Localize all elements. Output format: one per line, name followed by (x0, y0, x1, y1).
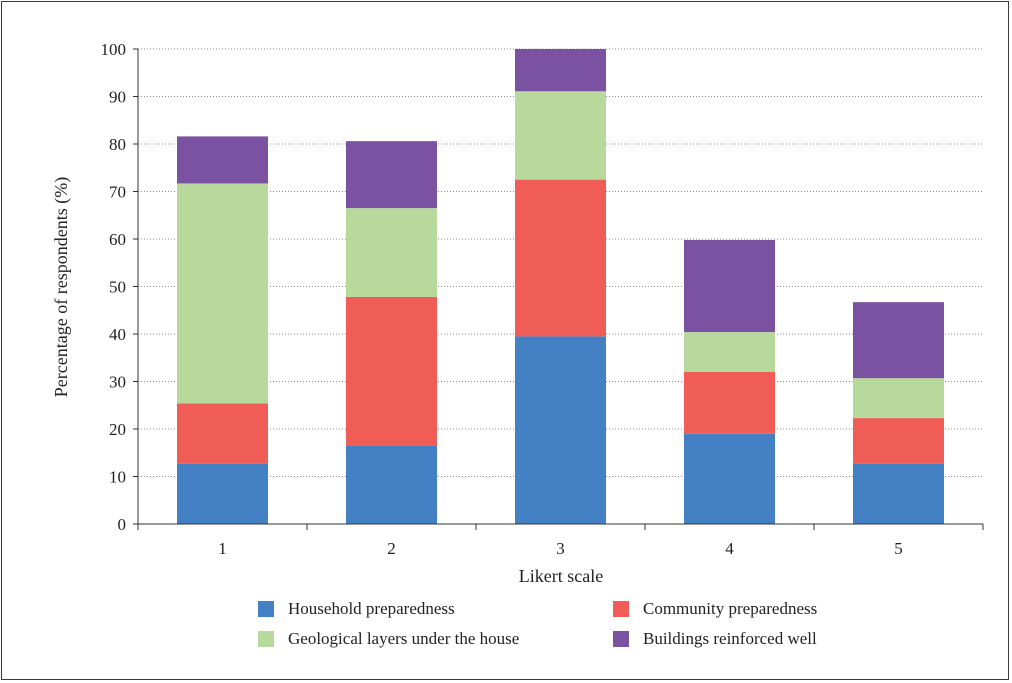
y-tick-label: 100 (101, 40, 127, 59)
x-axis-label: Likert scale (519, 566, 603, 586)
legend-swatch (258, 601, 274, 617)
y-tick-label: 10 (109, 468, 126, 487)
y-tick-label: 40 (109, 325, 126, 344)
y-axis-ticks: 0 10 20 30 40 50 60 70 80 90 100 (101, 40, 138, 534)
bar-segment (346, 141, 437, 209)
bar-segment (346, 208, 437, 297)
legend-swatch (258, 631, 274, 647)
y-tick-label: 70 (109, 183, 126, 202)
legend-label: Geological layers under the house (288, 629, 520, 648)
legend-label: Community preparedness (643, 599, 818, 618)
bar-segment (684, 433, 775, 524)
bar-segment (684, 332, 775, 372)
bar-segment (177, 136, 268, 184)
x-axis-ticks: 1 2 3 4 5 (137, 524, 984, 558)
x-tick-label: 5 (894, 539, 903, 558)
x-tick-label: 2 (387, 539, 396, 558)
y-axis-label: Percentage of respondents (%) (51, 177, 72, 397)
bar-segment (684, 239, 775, 333)
legend-label: Buildings reinforced well (643, 629, 817, 648)
bar-segment (346, 296, 437, 446)
bar-segment (515, 179, 606, 337)
x-tick-label: 3 (556, 539, 565, 558)
bar-segment (177, 463, 268, 524)
bar-segment (853, 463, 944, 524)
y-tick-label: 30 (109, 373, 126, 392)
bar-segment (515, 91, 606, 180)
y-tick-label: 60 (109, 230, 126, 249)
y-tick-label: 90 (109, 88, 126, 107)
bar-segment (177, 183, 268, 404)
y-tick-label: 50 (109, 278, 126, 297)
legend-label: Household preparedness (288, 599, 455, 618)
bar-segment (515, 336, 606, 524)
bar-segment (853, 378, 944, 419)
bar-segment (684, 372, 775, 434)
bar-segment (346, 445, 437, 524)
legend-swatch (613, 601, 629, 617)
legend-item-buildings: Buildings reinforced well (613, 628, 898, 650)
legend-item-community: Community preparedness (613, 598, 898, 620)
legend: Household preparedness Community prepare… (258, 598, 898, 650)
bar-segment (853, 418, 944, 464)
x-tick-label: 4 (725, 539, 734, 558)
bar-segment (515, 49, 606, 92)
bars (177, 49, 944, 524)
x-tick-label: 1 (218, 539, 227, 558)
y-tick-label: 80 (109, 135, 126, 154)
bar-segment (177, 403, 268, 464)
bar-segment (853, 302, 944, 379)
y-tick-label: 0 (118, 515, 127, 534)
legend-item-geological: Geological layers under the house (258, 628, 613, 650)
legend-item-household: Household preparedness (258, 598, 613, 620)
legend-swatch (613, 631, 629, 647)
y-tick-label: 20 (109, 420, 126, 439)
